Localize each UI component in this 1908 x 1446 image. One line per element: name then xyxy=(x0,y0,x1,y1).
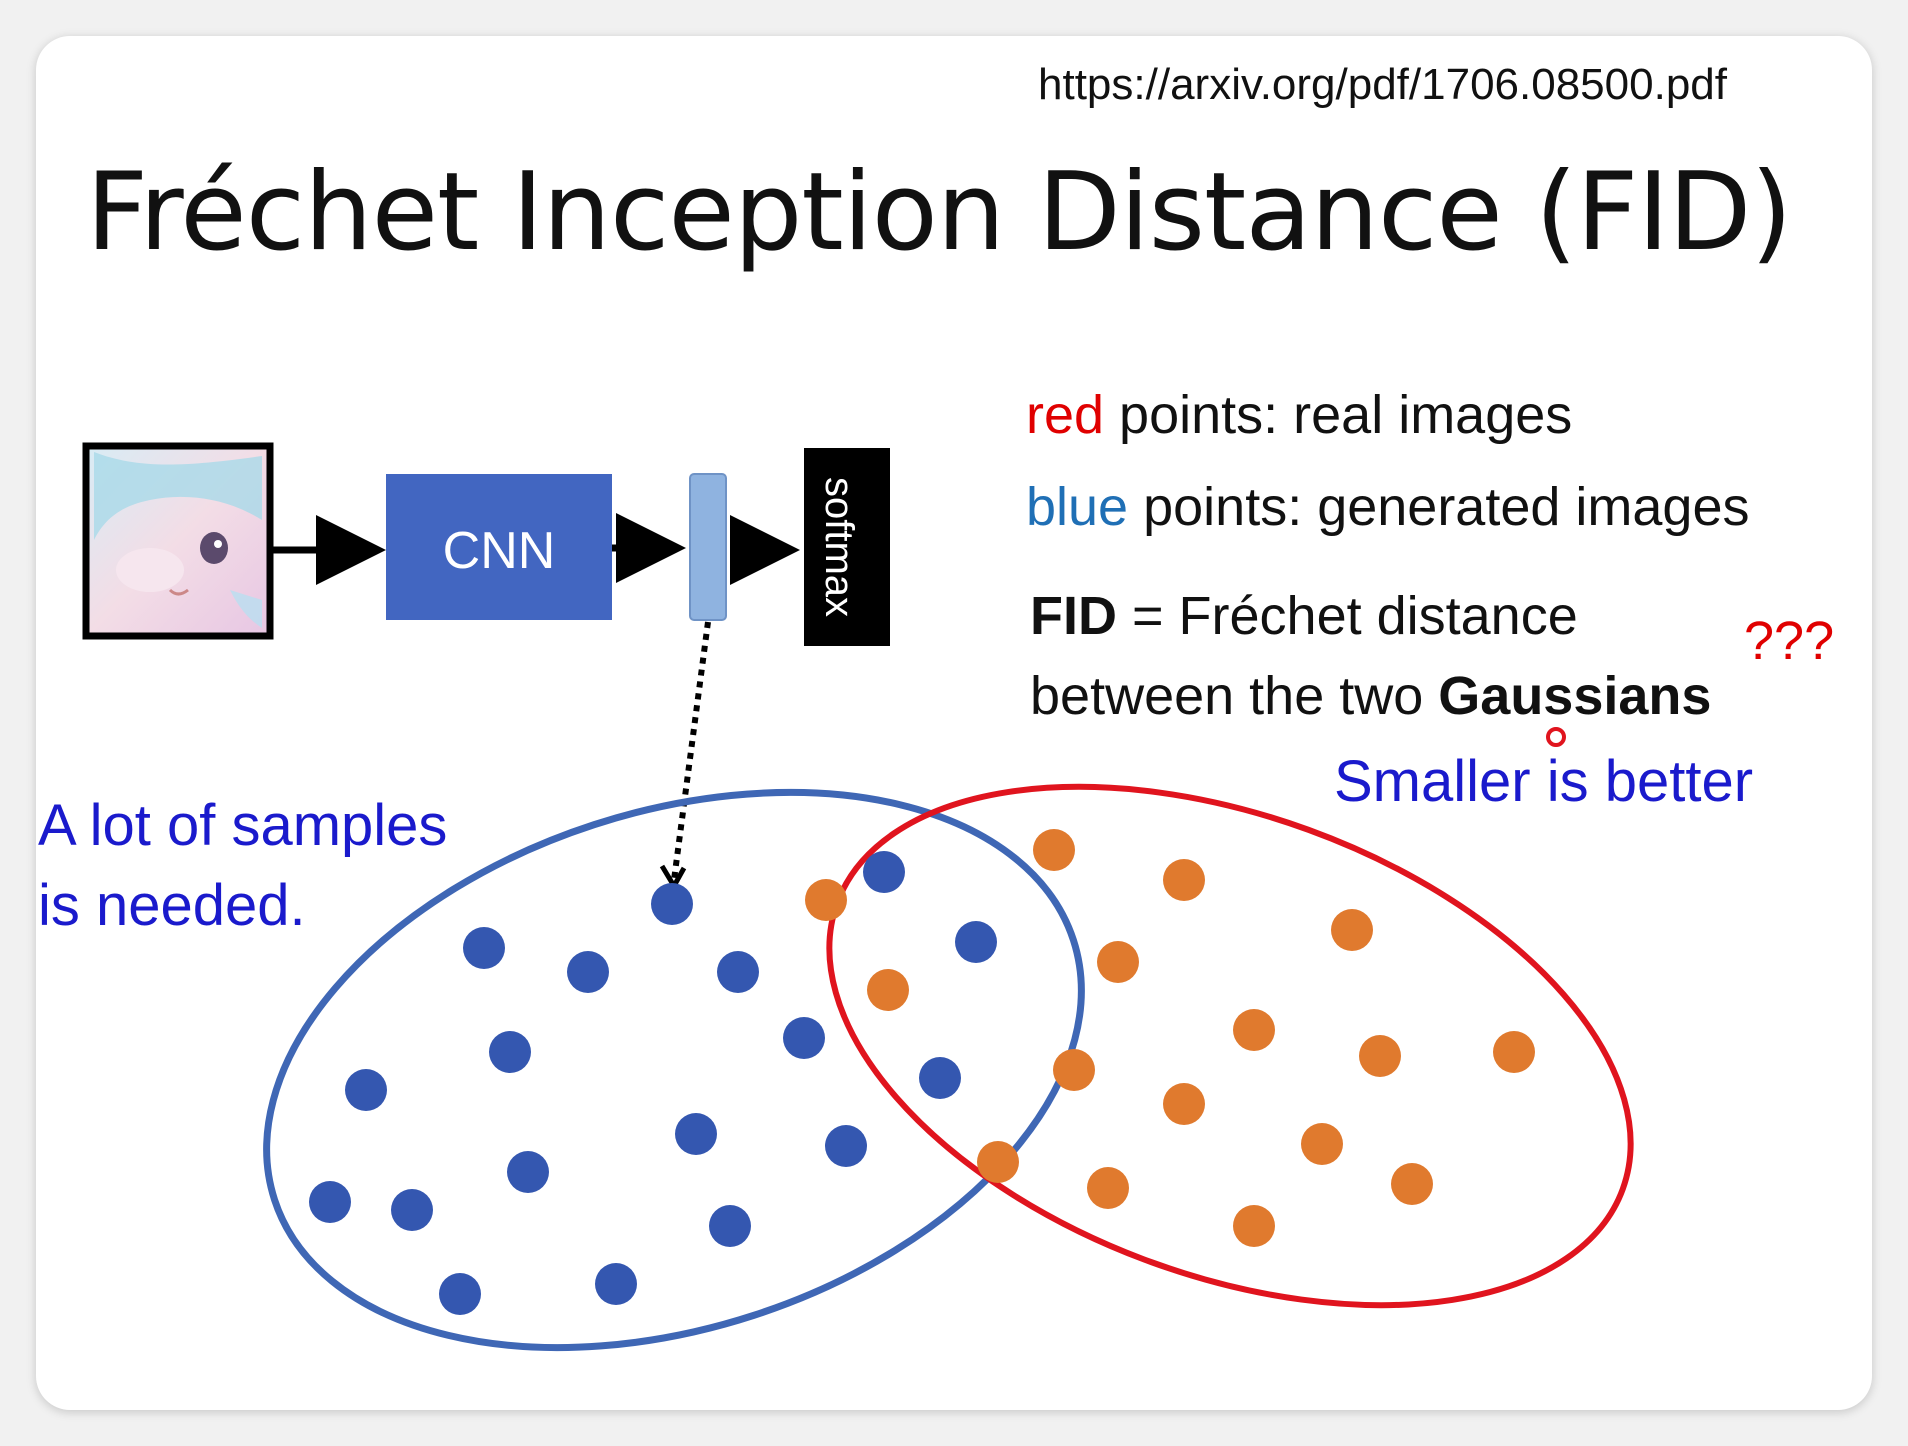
question-marks: ??? xyxy=(1744,611,1835,671)
blue-point xyxy=(489,1031,531,1073)
legend-blue-points: blue points: generated images xyxy=(1026,476,1750,538)
blue-point xyxy=(709,1205,751,1247)
orange-point xyxy=(1053,1049,1095,1091)
orange-point xyxy=(1087,1167,1129,1209)
legend-blue-text: points: generated images xyxy=(1128,477,1750,537)
blue-points xyxy=(309,851,997,1315)
softmax-box xyxy=(804,448,890,646)
orange-point xyxy=(1233,1205,1275,1247)
blue-point xyxy=(391,1189,433,1231)
orange-point xyxy=(1097,941,1139,983)
legend-blue-word: blue xyxy=(1026,477,1129,537)
blue-point xyxy=(345,1069,387,1111)
anime-face-thumbnail xyxy=(82,442,274,640)
dotted-arrow-down-icon xyxy=(671,621,711,881)
smaller-is-better-note: Smaller is better xyxy=(1334,749,1754,814)
samples-note-line1: A lot of samples xyxy=(38,793,448,858)
blue-point xyxy=(717,951,759,993)
orange-point xyxy=(867,969,909,1011)
legend-red-word: red xyxy=(1026,385,1105,445)
orange-point xyxy=(1233,1009,1275,1051)
blue-point xyxy=(863,851,905,893)
orange-point xyxy=(1033,829,1075,871)
blue-point xyxy=(651,883,693,925)
cursor-dot-icon xyxy=(1546,727,1566,747)
cnn-label: CNN xyxy=(443,522,556,580)
orange-point xyxy=(977,1141,1019,1183)
feature-vector-bar xyxy=(689,473,727,621)
fid-definition-line2: between the two Gaussians xyxy=(1030,665,1711,727)
orange-points xyxy=(805,829,1535,1247)
legend-red-text: points: real images xyxy=(1104,385,1573,445)
fid-line2-text: between the two xyxy=(1030,666,1439,726)
blue-point xyxy=(309,1181,351,1223)
orange-point xyxy=(805,879,847,921)
fid-term: FID xyxy=(1030,586,1117,646)
source-url[interactable]: https://arxiv.org/pdf/1706.08500.pdf xyxy=(1038,60,1727,109)
blue-point xyxy=(783,1017,825,1059)
samples-note-line2: is needed. xyxy=(38,873,306,938)
legend-red-points: red points: real images xyxy=(1026,384,1572,446)
blue-point xyxy=(507,1151,549,1193)
orange-point xyxy=(1391,1163,1433,1205)
orange-point xyxy=(1301,1123,1343,1165)
blue-point xyxy=(919,1057,961,1099)
softmax-label: softmax xyxy=(817,477,861,617)
blue-point xyxy=(567,951,609,993)
fid-line1-text: = Fréchet distance xyxy=(1117,586,1578,646)
gaussians-term: Gaussians xyxy=(1438,666,1712,726)
generated-gaussian-ellipse xyxy=(263,788,1085,1352)
blue-point xyxy=(955,921,997,963)
cnn-box xyxy=(386,474,612,620)
blue-point xyxy=(439,1273,481,1315)
slide-title: Fréchet Inception Distance (FID) xyxy=(86,150,1793,275)
fid-definition-line1: FID = Fréchet distance xyxy=(1030,585,1578,647)
orange-point xyxy=(1163,1083,1205,1125)
blue-point xyxy=(825,1125,867,1167)
orange-point xyxy=(1163,859,1205,901)
blue-point xyxy=(463,927,505,969)
slide xyxy=(36,36,1872,1410)
blue-point xyxy=(595,1263,637,1305)
blue-point xyxy=(675,1113,717,1155)
orange-point xyxy=(1331,909,1373,951)
orange-point xyxy=(1493,1031,1535,1073)
orange-point xyxy=(1359,1035,1401,1077)
